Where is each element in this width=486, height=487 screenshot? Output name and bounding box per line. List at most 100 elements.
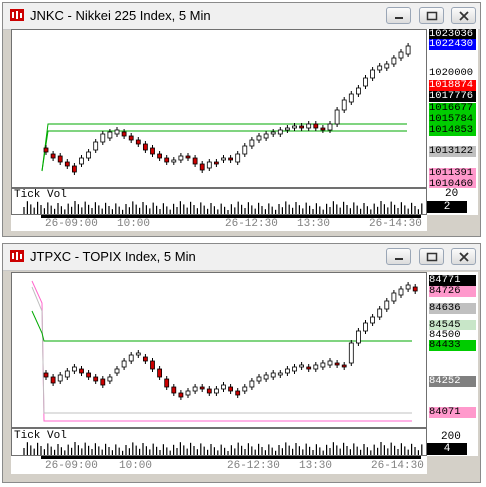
- candle: [114, 129, 120, 135]
- volume-axis: 20 2: [427, 188, 478, 215]
- candle: [114, 368, 120, 374]
- candle: [363, 77, 368, 87]
- candle: [213, 388, 219, 394]
- price-level-label: 1020000: [429, 68, 476, 79]
- candle: [57, 155, 63, 163]
- candle: [150, 147, 155, 155]
- price-level-label: 1016677: [429, 103, 476, 114]
- candle: [50, 153, 56, 159]
- candle: [100, 378, 106, 386]
- time-label: 26-14:30: [371, 460, 424, 472]
- volume-label: Tick Vol: [14, 430, 67, 442]
- band-line: [31, 286, 412, 414]
- candle: [242, 145, 248, 155]
- candle: [135, 352, 141, 356]
- candle: [206, 388, 212, 394]
- candle: [377, 308, 383, 318]
- price-level-label: 1018874: [429, 80, 476, 91]
- price-level-label: 1015784: [429, 114, 476, 125]
- candle: [320, 127, 326, 131]
- close-button[interactable]: [451, 248, 476, 265]
- minimize-button[interactable]: [386, 7, 411, 24]
- candle: [327, 360, 333, 366]
- candle: [171, 159, 177, 163]
- candle: [221, 384, 226, 390]
- minimize-icon: [395, 258, 403, 260]
- candle: [320, 362, 326, 368]
- maximize-button[interactable]: [419, 7, 444, 24]
- candle: [370, 316, 376, 324]
- price-level-label: 84071: [429, 407, 476, 418]
- candle: [128, 135, 134, 141]
- title-bar[interactable]: JTPXC - TOPIX Index, 5 Min: [3, 244, 480, 271]
- price-level-label: 1013122: [429, 146, 476, 157]
- volume-scale: 200: [441, 431, 461, 443]
- title-bar[interactable]: JNKC - Nikkei 225 Index, 5 Min: [3, 3, 480, 30]
- candle: [178, 392, 184, 398]
- candle: [284, 368, 290, 374]
- maximize-icon: [426, 252, 438, 262]
- price-axis: 1023036 1022430 1020000 1018874 1017776 10166…: [427, 29, 478, 190]
- close-button[interactable]: [451, 7, 476, 24]
- time-label: 10:00: [119, 460, 153, 472]
- candle: [306, 123, 312, 129]
- price-chart-area[interactable]: [11, 272, 427, 428]
- volume-label: Tick Vol: [14, 189, 67, 201]
- minimize-icon: [395, 17, 403, 19]
- candle: [263, 374, 269, 380]
- candle: [199, 386, 205, 390]
- candle: [79, 368, 84, 374]
- chart-app-icon: [10, 9, 24, 21]
- candle: [121, 131, 127, 137]
- price-level-label: 84500: [429, 330, 476, 341]
- time-axis: 26-09:00 10:00 26-12:30 13:30 26-14:30: [11, 215, 427, 231]
- candle: [313, 123, 319, 129]
- candle: [228, 386, 234, 392]
- price-level-label: 1014853: [429, 125, 476, 136]
- candle: [348, 342, 354, 364]
- price-level-label: 1010460: [429, 179, 476, 190]
- candle: [157, 153, 163, 159]
- price-level-label: 84545: [429, 320, 476, 331]
- candle: [327, 123, 333, 131]
- candle: [100, 133, 106, 143]
- band-line: [31, 310, 412, 342]
- candle: [334, 362, 340, 366]
- candle: [178, 155, 184, 161]
- time-label: 10:00: [117, 218, 151, 230]
- time-label: 26-14:30: [369, 218, 422, 230]
- price-level-label: 84726: [429, 286, 476, 297]
- candle: [242, 386, 248, 392]
- candle: [334, 109, 340, 125]
- volume-panel: Tick Vol: [11, 428, 427, 456]
- candle: [391, 57, 397, 65]
- volume-value: 4: [427, 443, 467, 455]
- candle: [199, 163, 205, 171]
- candle: [79, 157, 84, 165]
- volume-value: 2: [427, 201, 467, 213]
- price-level-label: 84252: [429, 376, 476, 387]
- time-label: 13:30: [297, 218, 331, 230]
- candle: [263, 133, 269, 139]
- candle: [164, 378, 170, 388]
- candle: [277, 372, 283, 376]
- candle: [277, 129, 283, 135]
- candle: [57, 374, 63, 382]
- candle: [270, 131, 276, 135]
- maximize-button[interactable]: [419, 248, 444, 265]
- candle: [270, 372, 276, 378]
- candle: [306, 366, 312, 370]
- candle: [72, 366, 77, 372]
- price-level-label: 84636: [429, 303, 476, 314]
- candle: [235, 390, 241, 396]
- candle: [164, 157, 170, 163]
- candle: [228, 157, 234, 161]
- candle: [341, 99, 347, 111]
- time-label: 26-12:30: [227, 460, 280, 472]
- candle: [284, 127, 290, 131]
- candle: [398, 51, 404, 59]
- minimize-button[interactable]: [386, 248, 411, 265]
- price-chart-area[interactable]: [11, 29, 427, 188]
- topix-chart-window: JTPXC - TOPIX Index, 5 Min 84771 84726 846…: [2, 243, 481, 483]
- candle: [157, 368, 163, 378]
